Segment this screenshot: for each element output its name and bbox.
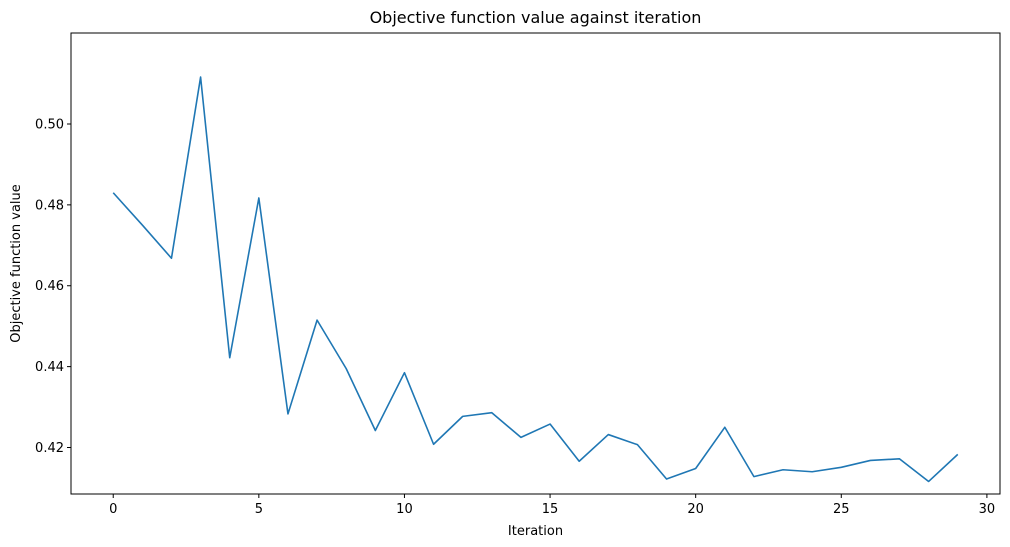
- x-axis-label: Iteration: [508, 524, 563, 539]
- x-tick-label: 30: [979, 502, 996, 517]
- y-axis-label: Objective function value: [9, 184, 24, 343]
- series-line: [112, 76, 959, 483]
- y-tick-label: 0.44: [35, 360, 64, 375]
- x-tick-label: 25: [833, 502, 850, 517]
- y-tick-label: 0.48: [35, 198, 64, 213]
- x-tick-label: 15: [542, 502, 559, 517]
- series-layer: [112, 76, 959, 483]
- y-axis-ticks: 0.42 0.44 0.46 0.48 0.50: [35, 117, 71, 456]
- y-tick-label: 0.50: [35, 117, 64, 132]
- x-tick-label: 0: [109, 502, 117, 517]
- plot-area-frame: [70, 32, 1001, 495]
- x-tick-label: 20: [687, 502, 704, 517]
- y-tick-label: 0.42: [35, 441, 64, 456]
- x-axis-ticks: 0 5 10 15 20 25 30: [109, 494, 995, 517]
- chart-title: Objective function value against iterati…: [370, 8, 702, 27]
- x-tick-label: 10: [396, 502, 413, 517]
- y-tick-label: 0.46: [35, 279, 64, 294]
- x-tick-label: 5: [255, 502, 263, 517]
